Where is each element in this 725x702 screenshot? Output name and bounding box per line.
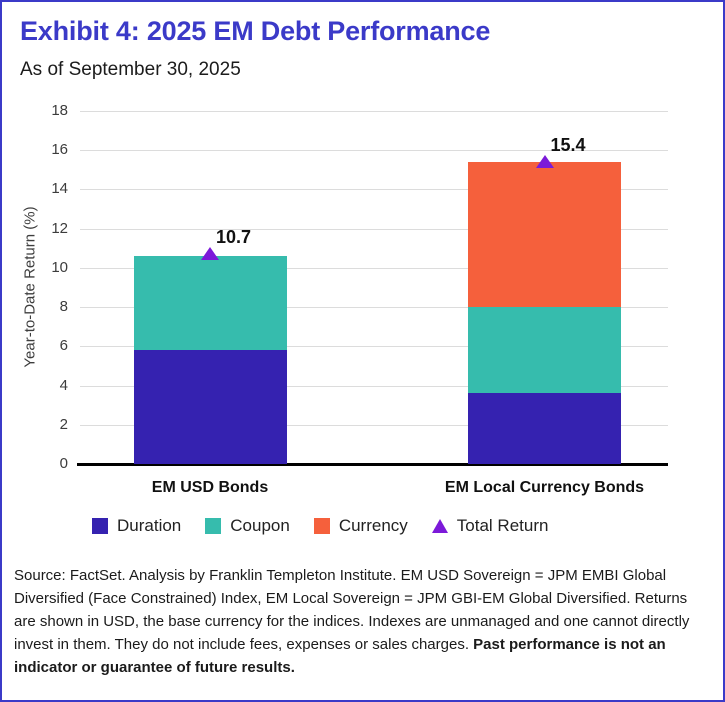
y-tick-label-2: 2 bbox=[59, 415, 68, 433]
y-tick-label-8: 8 bbox=[59, 298, 68, 316]
exhibit-subtitle: As of September 30, 2025 bbox=[20, 59, 241, 80]
legend-triangle-icon bbox=[431, 519, 448, 533]
gridline-8 bbox=[80, 307, 668, 309]
total-return-marker-1 bbox=[535, 154, 554, 168]
category-label-0: EM USD Bonds bbox=[151, 479, 269, 496]
legend-square-icon bbox=[92, 518, 108, 534]
y-tick-label-0: 0 bbox=[59, 455, 68, 472]
gridline-12 bbox=[80, 228, 668, 230]
legend-label: Duration bbox=[117, 516, 182, 535]
value-label-1: 15.4 bbox=[550, 134, 586, 155]
category-label-1: EM Local Currency Bonds bbox=[444, 479, 645, 496]
disclaimer-bold: Past performance is not an indicator or … bbox=[14, 636, 666, 676]
y-tick-label-4: 4 bbox=[59, 376, 68, 394]
bar-segment-coupon-0 bbox=[133, 256, 287, 351]
legend-label: Total Return bbox=[456, 516, 549, 535]
y-tick-label-18: 18 bbox=[51, 102, 68, 119]
legend-item-total-return: Total Return bbox=[431, 516, 549, 536]
legend: Duration Coupon Currency Total Return bbox=[92, 516, 548, 536]
value-label-0: 10.7 bbox=[216, 227, 252, 248]
gridline-14 bbox=[80, 189, 668, 191]
total-return-marker-0 bbox=[201, 247, 219, 261]
bar-segment-coupon-1 bbox=[468, 307, 621, 394]
y-tick-label-12: 12 bbox=[51, 219, 68, 237]
legend-item-coupon: Coupon bbox=[205, 516, 290, 536]
legend-square-icon bbox=[205, 518, 222, 534]
y-tick-label-16: 16 bbox=[51, 141, 68, 159]
legend-item-currency: Currency bbox=[313, 516, 408, 536]
gridline-10 bbox=[80, 267, 668, 269]
y-tick-label-14: 14 bbox=[51, 180, 68, 198]
bar-segment-duration-0 bbox=[133, 350, 287, 464]
y-tick-label-10: 10 bbox=[51, 258, 68, 276]
legend-item-duration: Duration bbox=[92, 516, 181, 536]
source-text: Source: FactSet. Analysis by Franklin Te… bbox=[14, 567, 690, 653]
gridline-2 bbox=[80, 424, 668, 426]
gridline-4 bbox=[80, 385, 668, 387]
y-tick-label-6: 6 bbox=[59, 337, 68, 355]
bar-segment-duration-1 bbox=[468, 393, 621, 464]
gridline-16 bbox=[80, 150, 668, 152]
x-axis-line bbox=[77, 463, 668, 466]
bar-segment-currency-1 bbox=[468, 161, 621, 308]
legend-square-icon bbox=[313, 518, 330, 534]
exhibit-title: Exhibit 4: 2025 EM Debt Performance bbox=[20, 16, 491, 46]
gridline-18 bbox=[80, 111, 668, 112]
source-note: Source: FactSet. Analysis by Franklin Te… bbox=[14, 564, 708, 679]
legend-label: Coupon bbox=[230, 516, 290, 535]
legend-label: Currency bbox=[338, 516, 408, 535]
gridline-6 bbox=[80, 346, 668, 348]
